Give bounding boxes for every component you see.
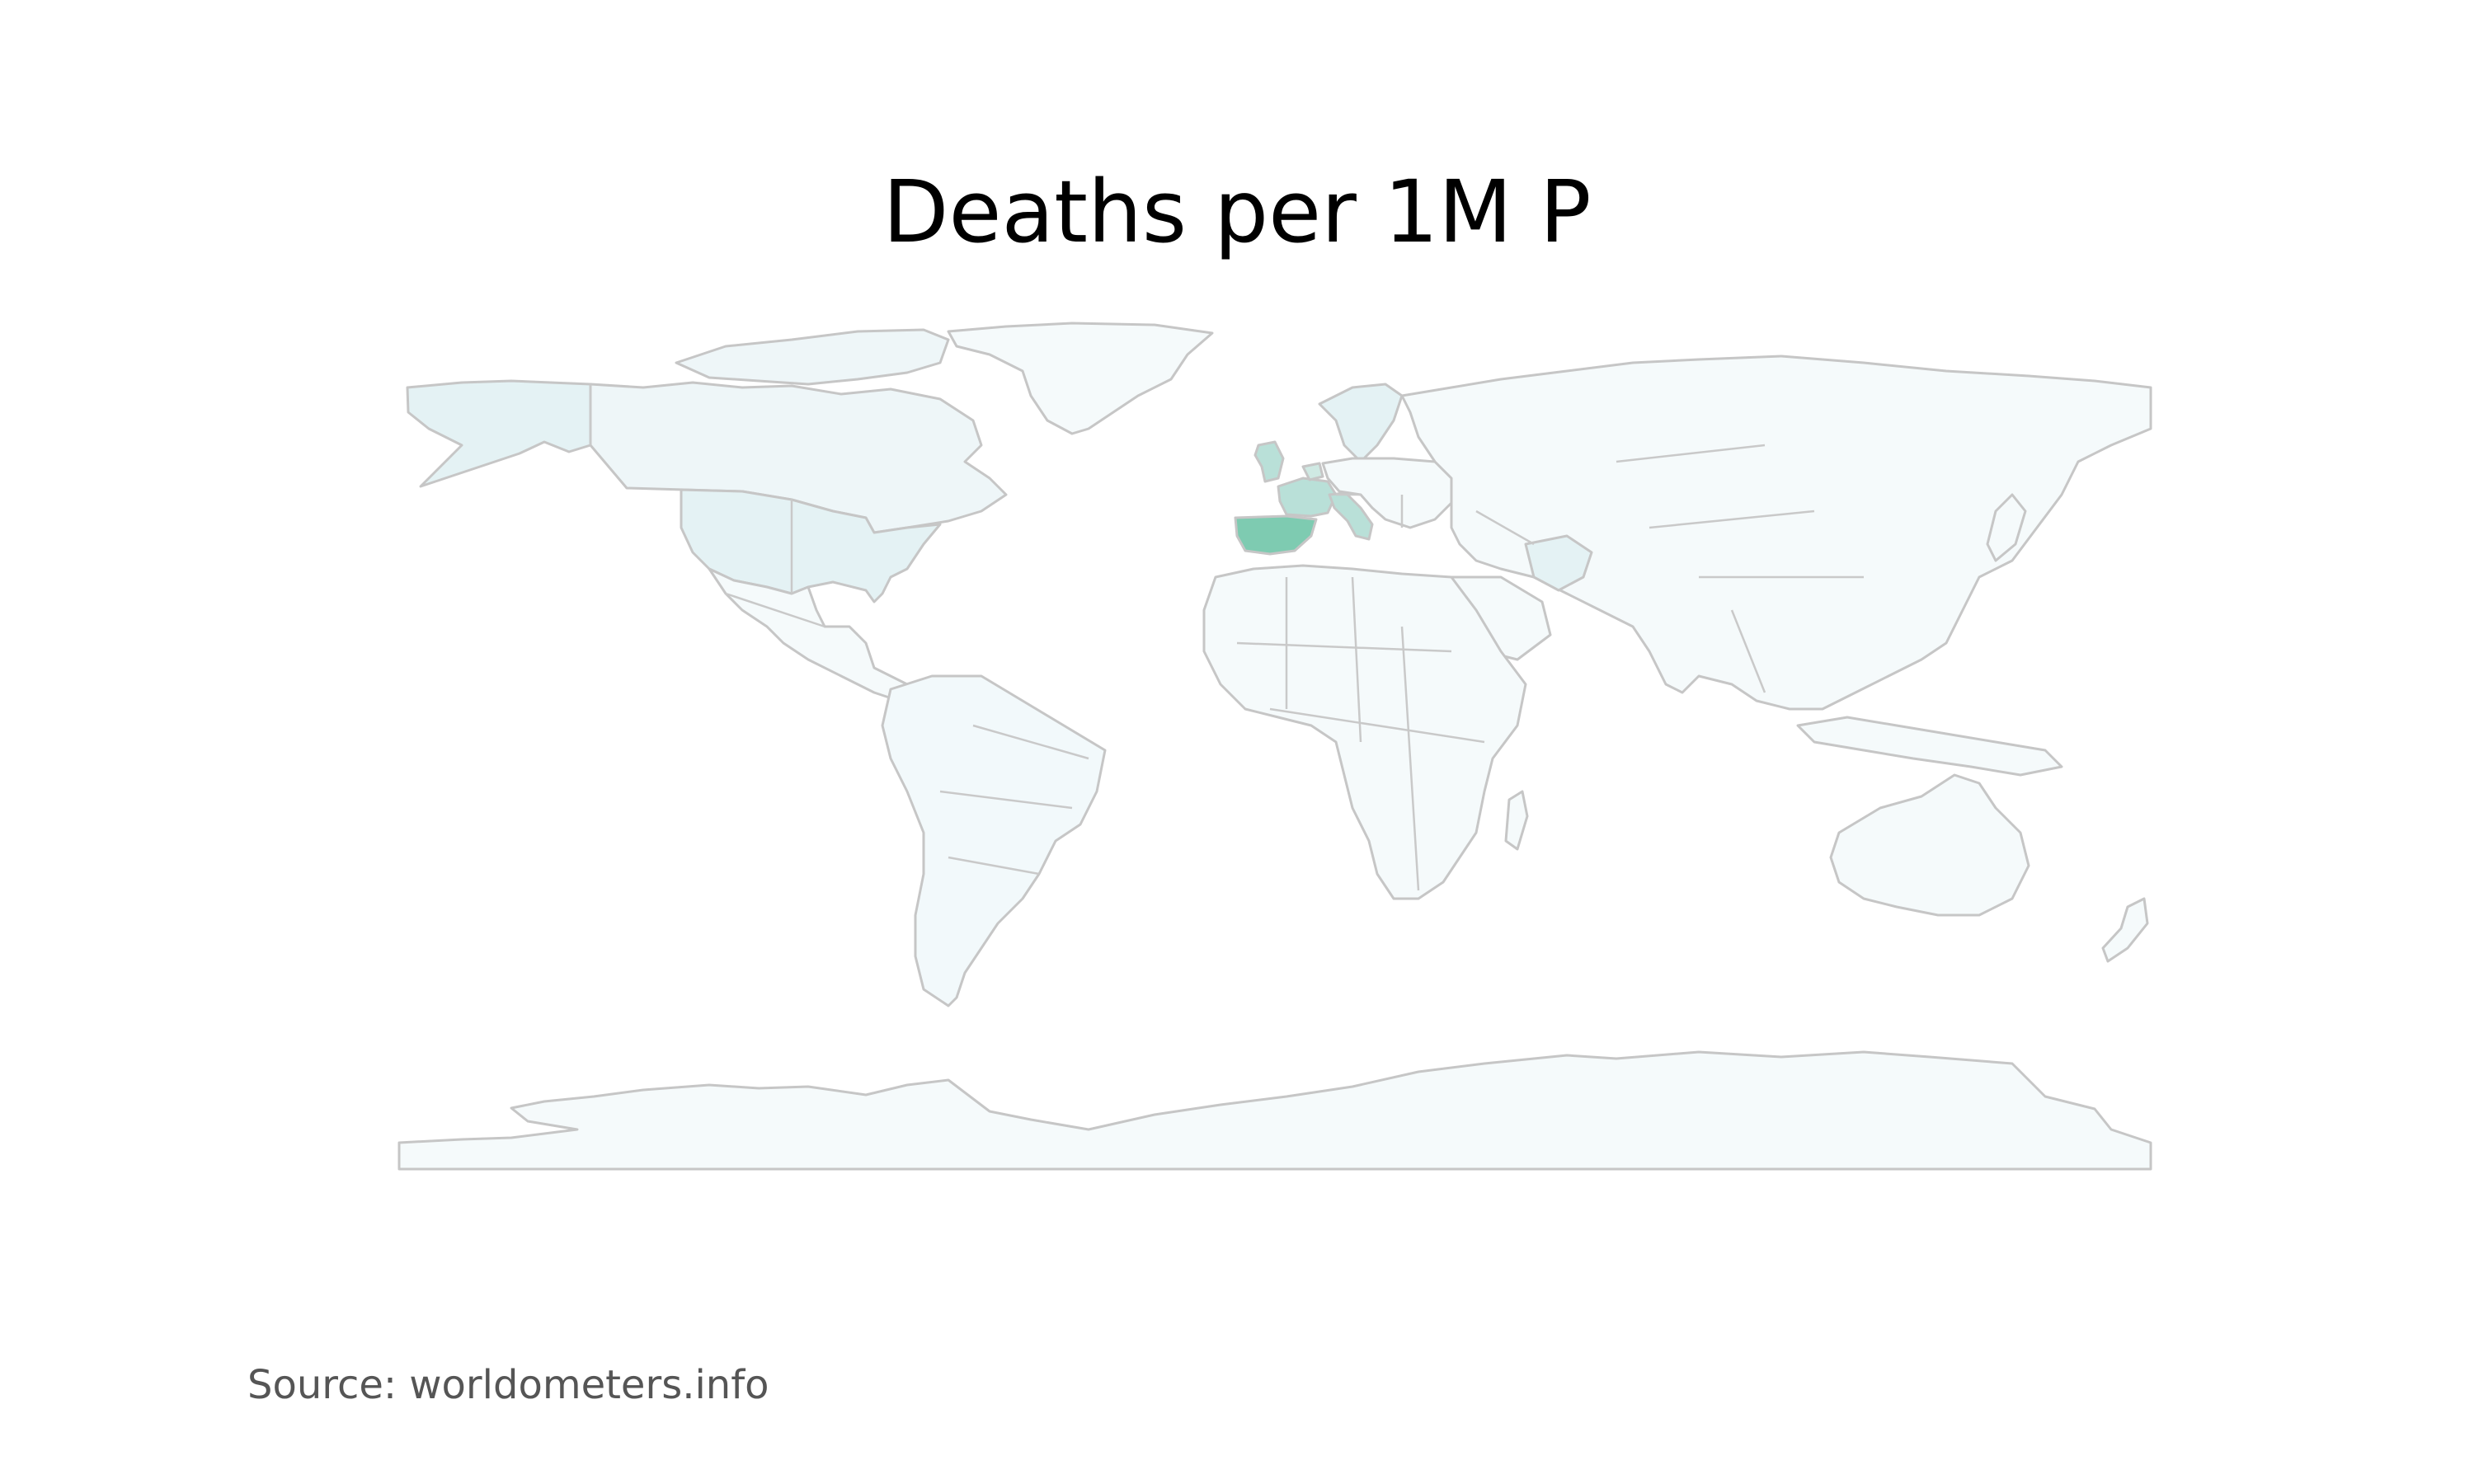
- region-new-zealand: [2101, 897, 2149, 963]
- region-europe: [1321, 457, 1453, 529]
- region-japan: [1986, 493, 2027, 562]
- region-alaska: [406, 379, 592, 488]
- region-iran: [1524, 534, 1593, 592]
- region-se-asia-islands: [1796, 716, 2063, 777]
- region-australia: [1829, 773, 2030, 917]
- region-united-kingdom: [1253, 440, 1285, 483]
- region-south-america: [881, 674, 1107, 1007]
- region-madagascar: [1504, 790, 1529, 851]
- region-antarctica: [397, 1050, 2152, 1171]
- region-spain: [1234, 514, 1318, 556]
- region-benelux: [1301, 462, 1324, 481]
- region-france: [1277, 477, 1338, 518]
- country-borders: [589, 384, 1864, 891]
- map-title: Deaths per 1M P: [882, 162, 1592, 262]
- region-africa: [1202, 564, 1527, 900]
- region-scandinavia: [1318, 383, 1404, 463]
- region-italy: [1328, 491, 1374, 541]
- region-greenland: [947, 322, 1214, 435]
- region-arctic-islands: [675, 328, 950, 386]
- region-russia-asia: [1400, 355, 2152, 711]
- source-note: Source: worldometers.info: [247, 1362, 769, 1408]
